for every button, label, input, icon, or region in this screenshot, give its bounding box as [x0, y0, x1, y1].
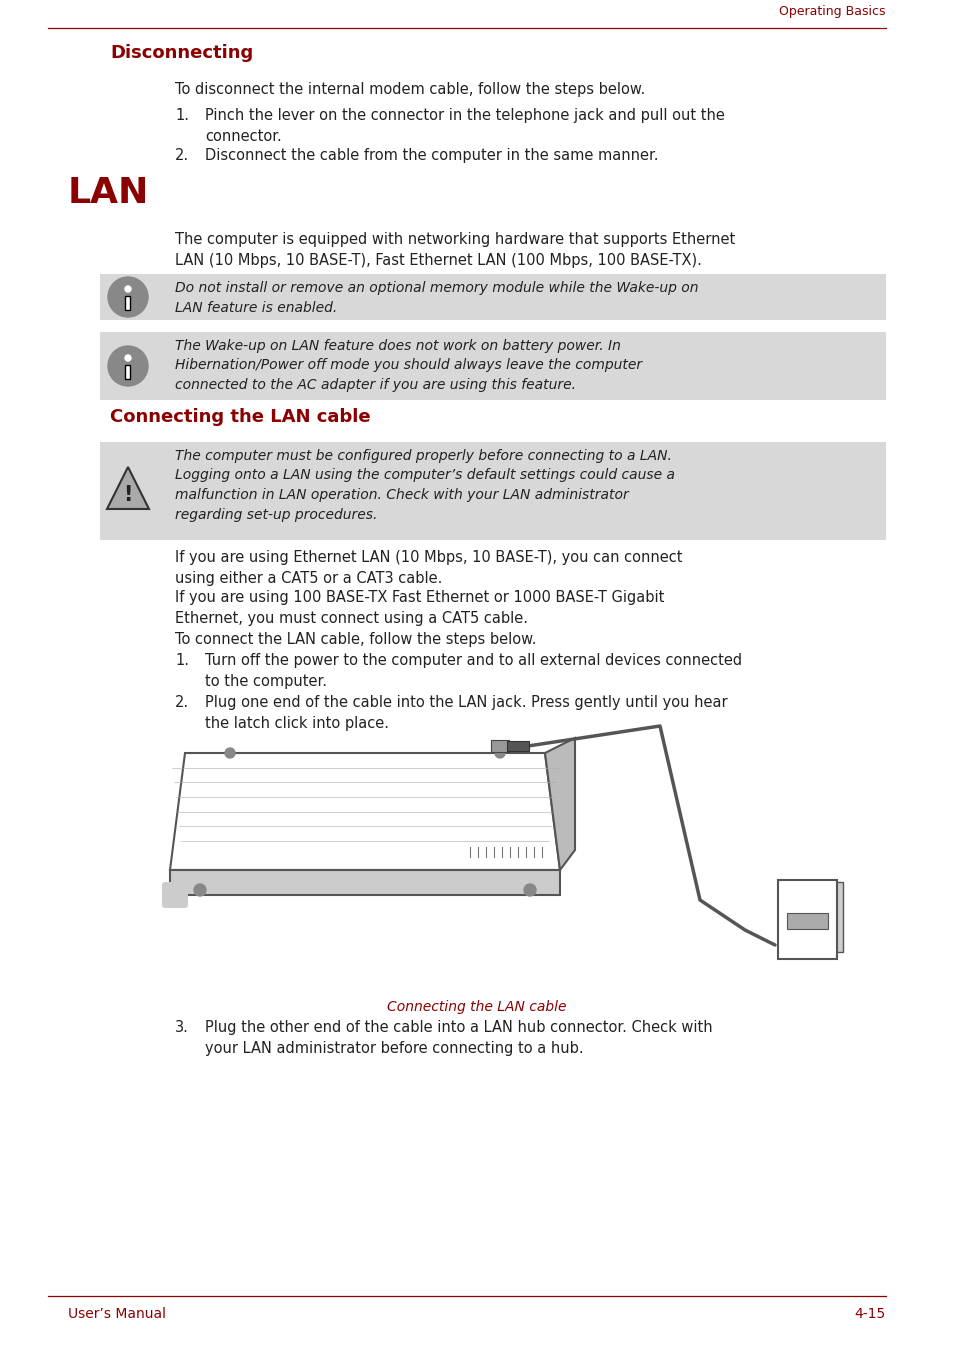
Circle shape: [225, 748, 234, 758]
Text: 3.: 3.: [174, 1020, 189, 1035]
Text: Do not install or remove an optional memory module while the Wake-up on
LAN feat: Do not install or remove an optional mem…: [174, 281, 698, 315]
Text: If you are using 100 BASE-TX Fast Ethernet or 1000 BASE-T Gigabit
Ethernet, you : If you are using 100 BASE-TX Fast Ethern…: [174, 590, 663, 626]
Text: User’s Manual: User’s Manual: [68, 1306, 166, 1321]
FancyBboxPatch shape: [126, 365, 131, 380]
Text: 2.: 2.: [174, 694, 189, 711]
Polygon shape: [107, 467, 149, 509]
FancyBboxPatch shape: [778, 880, 836, 959]
FancyBboxPatch shape: [100, 332, 885, 400]
Text: Connecting the LAN cable: Connecting the LAN cable: [110, 408, 370, 426]
Text: LAN: LAN: [68, 176, 150, 209]
Text: Disconnect the cable from the computer in the same manner.: Disconnect the cable from the computer i…: [205, 149, 658, 163]
Text: !: !: [123, 485, 132, 505]
FancyBboxPatch shape: [100, 274, 885, 320]
FancyBboxPatch shape: [834, 882, 842, 952]
Text: The computer is equipped with networking hardware that supports Ethernet
LAN (10: The computer is equipped with networking…: [174, 232, 735, 267]
Text: Plug the other end of the cable into a LAN hub connector. Check with
your LAN ad: Plug the other end of the cable into a L…: [205, 1020, 712, 1056]
Polygon shape: [544, 738, 575, 870]
FancyBboxPatch shape: [100, 442, 885, 540]
Text: The computer must be configured properly before connecting to a LAN.
Logging ont: The computer must be configured properly…: [174, 449, 675, 521]
Text: Turn off the power to the computer and to all external devices connected
to the : Turn off the power to the computer and t…: [205, 653, 741, 689]
Text: The Wake-up on LAN feature does not work on battery power. In
Hibernation/Power : The Wake-up on LAN feature does not work…: [174, 339, 641, 392]
Text: 4-15: 4-15: [854, 1306, 885, 1321]
Circle shape: [193, 884, 206, 896]
Circle shape: [523, 884, 536, 896]
Text: To connect the LAN cable, follow the steps below.: To connect the LAN cable, follow the ste…: [174, 632, 536, 647]
Text: 2.: 2.: [174, 149, 189, 163]
Text: Connecting the LAN cable: Connecting the LAN cable: [387, 1000, 566, 1015]
Text: Plug one end of the cable into the LAN jack. Press gently until you hear
the lat: Plug one end of the cable into the LAN j…: [205, 694, 727, 731]
Circle shape: [108, 277, 148, 317]
Circle shape: [108, 346, 148, 386]
Text: If you are using Ethernet LAN (10 Mbps, 10 BASE-T), you can connect
using either: If you are using Ethernet LAN (10 Mbps, …: [174, 550, 681, 586]
Polygon shape: [170, 753, 559, 870]
Text: Disconnecting: Disconnecting: [110, 45, 253, 62]
Circle shape: [125, 286, 131, 292]
FancyBboxPatch shape: [162, 882, 188, 908]
Text: Operating Basics: Operating Basics: [779, 5, 885, 18]
Text: 1.: 1.: [174, 653, 189, 667]
Circle shape: [495, 748, 504, 758]
Text: To disconnect the internal modem cable, follow the steps below.: To disconnect the internal modem cable, …: [174, 82, 644, 97]
FancyBboxPatch shape: [491, 740, 509, 753]
Text: 1.: 1.: [174, 108, 189, 123]
Text: Pinch the lever on the connector in the telephone jack and pull out the
connecto: Pinch the lever on the connector in the …: [205, 108, 724, 145]
FancyBboxPatch shape: [126, 296, 131, 309]
Polygon shape: [170, 870, 559, 894]
FancyBboxPatch shape: [506, 740, 529, 751]
FancyBboxPatch shape: [786, 913, 827, 929]
Circle shape: [125, 355, 131, 361]
